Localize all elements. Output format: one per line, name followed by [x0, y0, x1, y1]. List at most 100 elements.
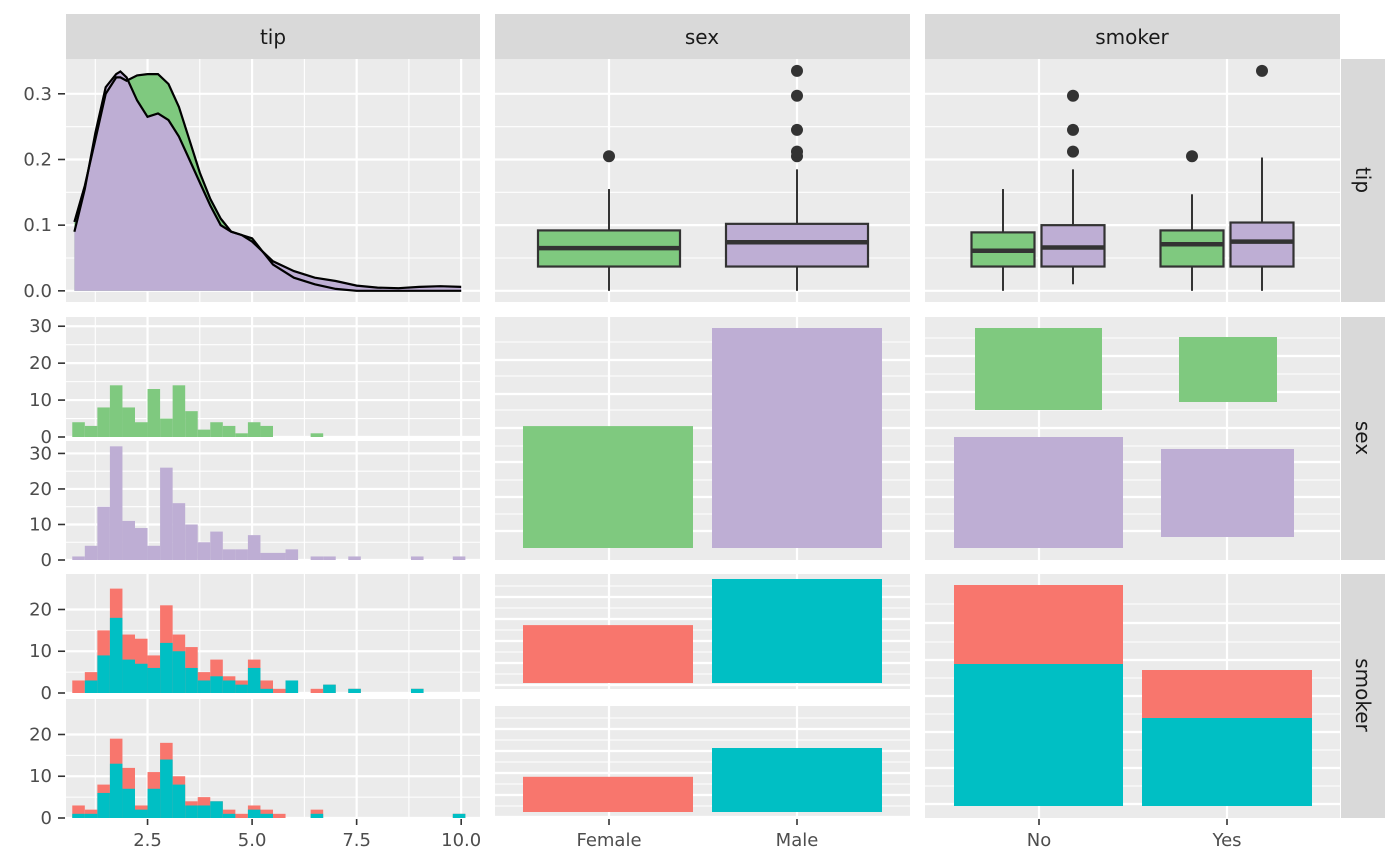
histogram-bar — [235, 433, 248, 437]
box-outlier — [791, 123, 803, 136]
density-line-female — [73, 73, 462, 292]
histogram-bar — [222, 680, 236, 693]
histogram-bar — [197, 805, 211, 818]
histogram-bar — [160, 467, 173, 560]
box-outlier — [791, 89, 803, 102]
column-strip-tip: tip — [66, 14, 480, 59]
density-line-male — [73, 70, 462, 290]
box-outlier — [1067, 89, 1079, 102]
histogram-bar — [135, 663, 148, 693]
y-tick-label: 20 — [29, 479, 52, 500]
histogram-bar — [235, 549, 248, 560]
x-tick-label: 5.0 — [238, 830, 267, 851]
y-tick-label: 0.0 — [23, 281, 52, 302]
y-tick-label: 30 — [29, 443, 52, 464]
smoker-bar — [712, 748, 882, 812]
panel-tip-by-smoker-boxplot — [925, 59, 1340, 302]
panel-sex-by-smoker-mosaic — [925, 317, 1340, 560]
histogram-bar — [72, 813, 85, 818]
x-axis-sex: Female Male — [576, 819, 818, 851]
histogram-bar — [135, 528, 148, 560]
histogram-bar — [247, 535, 261, 560]
box-outlier — [603, 150, 615, 163]
smoker-bar — [712, 579, 882, 683]
histogram-bar — [109, 446, 123, 560]
mosaic-cell — [1161, 449, 1294, 537]
y-tick-label: 10 — [29, 766, 52, 787]
histogram-bar — [323, 684, 336, 693]
box-outlier — [1067, 145, 1079, 158]
histogram-bar — [452, 556, 466, 560]
histogram-bar — [273, 813, 286, 818]
histogram-bar — [122, 659, 135, 693]
histogram-bar — [160, 642, 173, 693]
histogram-bar — [260, 688, 273, 693]
histogram-bar — [260, 552, 273, 560]
histogram-bar — [210, 676, 223, 693]
histogram-bar — [84, 680, 98, 693]
box — [724, 222, 870, 268]
x-tick-label: 2.5 — [133, 830, 162, 851]
histogram-bar — [147, 788, 161, 818]
histogram-bar — [285, 680, 299, 693]
x-axis-smoker: No Yes — [1027, 819, 1242, 851]
column-strip-smoker: smoker — [925, 14, 1340, 59]
histogram-bar — [172, 385, 186, 437]
mosaic-cell — [975, 328, 1102, 410]
histogram-bar — [323, 556, 336, 560]
histogram-bar — [72, 680, 85, 693]
histogram-bar — [310, 556, 324, 560]
y-tick-label: 20 — [29, 599, 52, 620]
histogram-bar — [135, 809, 148, 818]
panel-smoker-mosaic — [925, 574, 1340, 818]
histogram-bar — [222, 425, 236, 437]
histogram-bar — [84, 545, 98, 560]
histogram-bar — [122, 407, 135, 437]
strip-label-tip: tip — [260, 25, 286, 49]
box — [1229, 221, 1295, 268]
histogram-bar — [160, 418, 173, 437]
histogram-bar — [310, 688, 324, 693]
panel-tip-histogram-male — [66, 441, 480, 562]
mosaic-cell — [954, 585, 1123, 664]
panel-tip-histogram-smoker-bottom — [66, 699, 480, 820]
y-tick-label: 0 — [41, 808, 52, 829]
box-outlier — [1256, 64, 1268, 77]
y-tick-label: 20 — [29, 724, 52, 745]
histogram-bar — [172, 651, 186, 693]
histogram-bar — [452, 813, 466, 818]
mosaic-cell — [954, 437, 1123, 548]
y-tick-label: 20 — [29, 353, 52, 374]
panel-tip-by-sex-boxplot — [495, 59, 910, 302]
histogram-bar — [310, 813, 324, 818]
histogram-bar — [97, 506, 110, 560]
histogram-bar — [109, 763, 123, 818]
box — [1159, 229, 1225, 268]
histogram-bar — [109, 617, 123, 693]
histogram-bar — [185, 667, 198, 693]
y-tick-label: 0 — [41, 427, 52, 448]
histogram-bar — [247, 667, 261, 693]
mosaic-cell — [1142, 718, 1312, 806]
x-tick-label: Male — [776, 830, 819, 851]
smoker-bar — [523, 776, 693, 812]
histogram-bar — [197, 542, 211, 560]
histogram-bar — [122, 788, 135, 818]
histogram-bar — [185, 524, 198, 560]
histogram-bar — [411, 556, 424, 560]
histogram-bar — [84, 813, 98, 818]
histogram-bar — [235, 813, 248, 818]
histogram-bar — [235, 684, 248, 693]
histogram-bar — [222, 813, 236, 818]
histogram-bar — [185, 805, 198, 818]
panel-smoker-bars-bottom — [495, 706, 910, 819]
histogram-bar — [122, 520, 135, 560]
histogram-bar — [210, 531, 223, 560]
panel-tip-histogram-smoker-top — [66, 574, 480, 695]
histogram-bar — [97, 655, 110, 693]
histogram-bar — [222, 549, 236, 560]
histogram-bar — [160, 759, 173, 818]
row-strip-smoker: smoker — [1341, 574, 1385, 818]
box-outlier — [791, 64, 803, 77]
